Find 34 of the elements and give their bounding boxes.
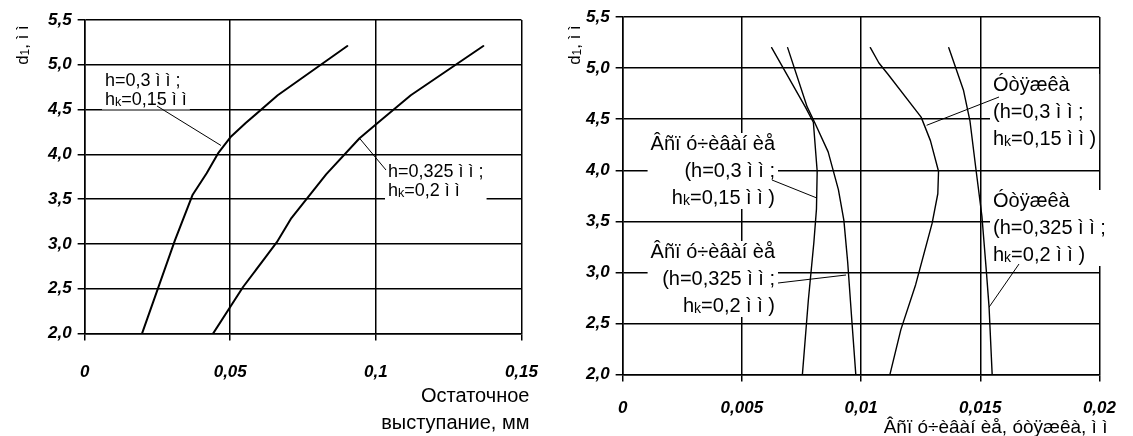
y-tick-label: 2,5 [584,313,611,333]
y-axis-title: d1, ì ì [13,25,32,65]
y-tick-label: 2,5 [46,278,73,298]
annotation: h=0,325 ì ì ; hk=0,2 ì ì [388,161,484,200]
x-tick-label: 0,05 [213,362,248,382]
annotation: Óòÿæêà (h=0,325 ì ì ; hk=0,2 ì ì ) [993,189,1106,265]
x-tick-label: 0,005 [720,398,764,418]
y-axis-title: d1, ì ì [565,25,584,65]
annotation: Âñï ó÷èâàí èå (h=0,325 ì ì ; hk=0,2 ì ì ) [650,240,776,316]
y-tick-label: 3,5 [585,211,611,231]
y-tick-label: 5,5 [585,6,611,26]
x-tick-label: 0,02 [1082,398,1117,418]
y-tick-label: 2,0 [46,323,73,343]
y-tick-label: 2,0 [584,364,611,384]
x-tick-label: 0 [617,398,628,418]
x-axis-title: Остаточное выступание, мм [381,384,530,433]
x-tick-label: 0,01 [844,398,878,418]
x-tick-label: 0,15 [504,362,539,382]
y-tick-label: 4,5 [584,108,611,128]
y-tick-label: 5,5 [47,9,73,29]
y-tick-label: 4,0 [46,144,73,164]
annotation: Âñï ó÷èâàí èå (h=0,3 ì ì ; hk=0,15 ì ì ) [650,132,776,208]
y-tick-label: 3,5 [47,188,73,208]
x-tick-label: 0,1 [364,362,388,382]
annotation: Óòÿæêà (h=0,3 ì ì ; hk=0,15 ì ì ) [993,73,1097,149]
x-tick-label: 0 [79,362,90,382]
y-tick-label: 3,0 [47,233,73,253]
y-tick-label: 5,0 [585,57,611,77]
annotation: h=0,3 ì ì ; hk=0,15 ì ì [105,70,187,109]
y-tick-label: 4,0 [584,159,611,179]
x-tick-label: 0,015 [958,398,1003,418]
y-tick-label: 3,0 [585,262,611,282]
y-tick-label: 4,5 [46,99,73,119]
y-tick-label: 5,0 [47,54,73,74]
